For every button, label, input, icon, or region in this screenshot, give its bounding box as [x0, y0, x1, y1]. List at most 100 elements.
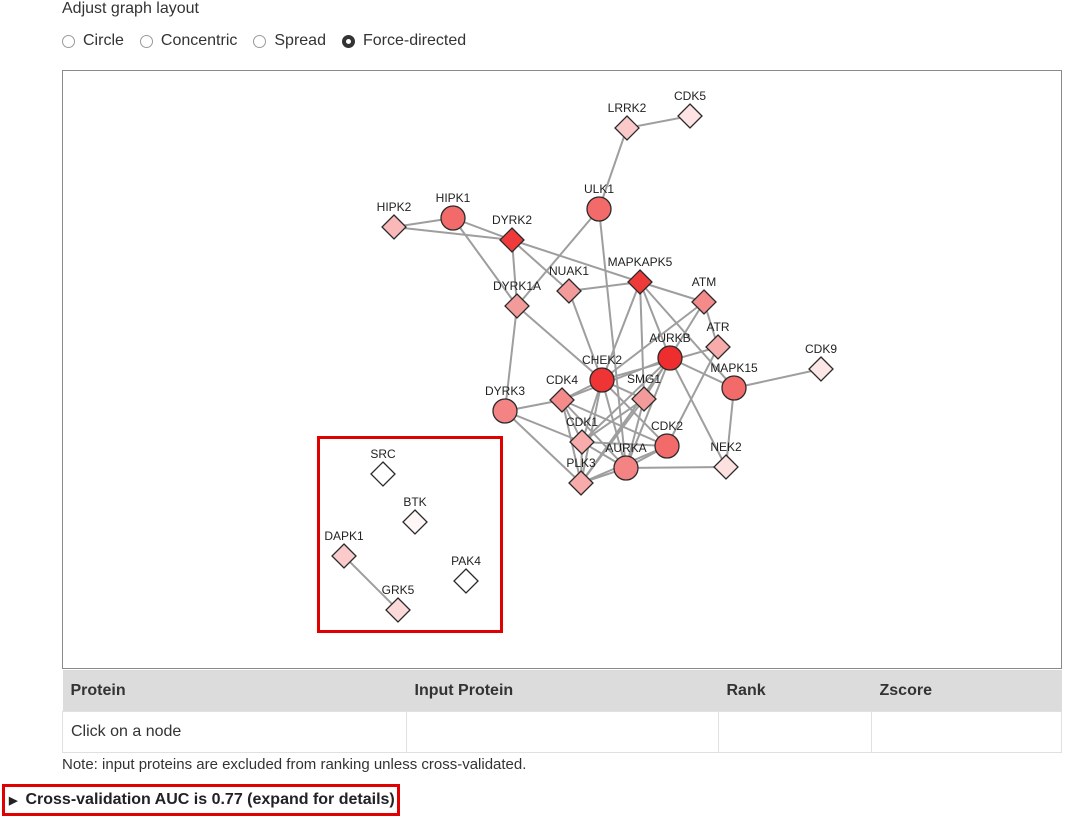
- radio-label: Spread: [274, 32, 326, 49]
- graph-node-cdk2[interactable]: CDK2: [651, 419, 683, 459]
- graph-node-btk[interactable]: BTK: [402, 495, 428, 535]
- graph-node-pak4[interactable]: PAK4: [451, 554, 481, 594]
- graph-node-atm[interactable]: ATM: [691, 275, 717, 315]
- expand-triangle-icon[interactable]: ▶: [9, 794, 18, 807]
- radio-icon[interactable]: [253, 34, 267, 48]
- graph-edge-smg1-cdk1: [581, 398, 645, 443]
- column-header-input-protein: Input Protein: [406, 670, 719, 712]
- graph-node-shape[interactable]: [549, 387, 575, 413]
- graph-node-shape[interactable]: [614, 115, 640, 141]
- graph-node-mapkapk5[interactable]: MAPKAPK5: [608, 255, 673, 295]
- graph-node-label: LRRK2: [608, 101, 647, 115]
- radio-label: Force-directed: [362, 32, 467, 49]
- graph-node-label: CDK2: [651, 419, 683, 433]
- graph-node-dyrk1a[interactable]: DYRK1A: [493, 279, 541, 319]
- graph-edge-mapkapk5-smg1: [639, 281, 645, 400]
- graph-edge-hipk2-dyrk2: [393, 226, 513, 241]
- graph-edge-dyrk1a-chek2: [516, 305, 603, 381]
- graph-node-label: PLK3: [566, 456, 596, 470]
- graph-node-shape[interactable]: [691, 289, 717, 315]
- graph-node-shape[interactable]: [504, 293, 530, 319]
- network-graph-canvas[interactable]: CDK5 LRRK2 HIPK2 HIPK1 ULK1 DYRK2 NUAK1 MAPKAPK…: [63, 71, 1061, 668]
- graph-node-shape[interactable]: [586, 196, 612, 222]
- graph-node-shape[interactable]: [556, 278, 582, 304]
- layout-option-concentric[interactable]: Concentric: [139, 32, 237, 50]
- layout-option-spread[interactable]: Spread: [253, 32, 326, 50]
- graph-edge-mapkapk5-aurkb: [639, 281, 671, 359]
- cross-validation-summary[interactable]: ▶ Cross-validation AUC is 0.77 (expand f…: [2, 784, 400, 816]
- graph-edge-nuak1-chek2: [568, 290, 603, 381]
- graph-node-cdk1[interactable]: CDK1: [566, 415, 598, 455]
- graph-node-atr[interactable]: ATR: [705, 320, 731, 360]
- graph-node-shape[interactable]: [402, 509, 428, 535]
- graph-node-cdk4[interactable]: CDK4: [546, 373, 578, 413]
- graph-node-chek2[interactable]: CHEK2: [582, 353, 622, 393]
- graph-node-cdk9[interactable]: CDK9: [805, 342, 837, 382]
- graph-node-shape[interactable]: [657, 345, 683, 371]
- graph-node-shape[interactable]: [627, 269, 653, 295]
- graph-node-smg1[interactable]: SMG1: [627, 372, 661, 412]
- graph-node-shape[interactable]: [385, 597, 411, 623]
- graph-node-shape[interactable]: [568, 470, 594, 496]
- graph-node-shape[interactable]: [370, 461, 396, 487]
- graph-edge-cdk1-cdk2: [581, 441, 668, 447]
- radio-checked-icon[interactable]: [341, 34, 355, 48]
- graph-node-shape[interactable]: [705, 334, 731, 360]
- graph-node-shape[interactable]: [381, 214, 407, 240]
- graph-node-shape[interactable]: [492, 398, 518, 424]
- graph-node-mapk15[interactable]: MAPK15: [710, 361, 758, 401]
- graph-node-grk5[interactable]: GRK5: [382, 583, 415, 623]
- layout-radio-group: Circle Concentric Spread Force-directed: [62, 32, 482, 50]
- network-graph[interactable]: CDK5 LRRK2 HIPK2 HIPK1 ULK1 DYRK2 NUAK1 MAPKAPK…: [62, 70, 1062, 669]
- layout-option-force-directed[interactable]: Force-directed: [341, 32, 467, 50]
- graph-node-shape[interactable]: [713, 454, 739, 480]
- node-details-table: Protein Input Protein Rank Zscore Click …: [62, 670, 1062, 753]
- graph-node-label: DYRK2: [492, 213, 532, 227]
- graph-node-label: CHEK2: [582, 353, 622, 367]
- graph-node-lrrk2[interactable]: LRRK2: [608, 101, 647, 141]
- graph-node-label: ULK1: [584, 182, 614, 196]
- layout-title: Adjust graph layout: [62, 0, 199, 17]
- layout-option-circle[interactable]: Circle: [62, 32, 124, 50]
- disconnected-nodes-highlight: [317, 436, 503, 633]
- graph-node-shape[interactable]: [808, 356, 834, 382]
- graph-node-shape[interactable]: [613, 455, 639, 481]
- graph-edge-mapk15-nek2: [725, 387, 735, 468]
- graph-node-ulk1[interactable]: ULK1: [584, 182, 614, 222]
- graph-node-label: CDK9: [805, 342, 837, 356]
- graph-node-src[interactable]: SRC: [370, 447, 396, 487]
- graph-node-shape[interactable]: [677, 103, 703, 129]
- graph-node-hipk2[interactable]: HIPK2: [377, 200, 412, 240]
- graph-node-aurkb[interactable]: AURKB: [649, 331, 691, 371]
- graph-edge-aurkb-cdk1: [581, 357, 671, 443]
- graph-node-shape[interactable]: [453, 568, 479, 594]
- graph-node-plk3[interactable]: PLK3: [566, 456, 596, 496]
- graph-node-dyrk2[interactable]: DYRK2: [492, 213, 532, 253]
- graph-node-shape[interactable]: [499, 227, 525, 253]
- graph-node-shape[interactable]: [721, 375, 747, 401]
- graph-node-cdk5[interactable]: CDK5: [674, 89, 706, 129]
- graph-node-shape[interactable]: [440, 205, 466, 231]
- graph-node-hipk1[interactable]: HIPK1: [436, 191, 471, 231]
- graph-node-label: DYRK3: [485, 384, 525, 398]
- graph-edge-aurkb-cdk4: [561, 357, 671, 401]
- graph-node-nuak1[interactable]: NUAK1: [549, 264, 589, 304]
- graph-node-nek2[interactable]: NEK2: [710, 440, 742, 480]
- graph-node-shape[interactable]: [589, 367, 615, 393]
- graph-edge-dyrk2-mapkapk5: [511, 239, 641, 283]
- graph-edge-lrrk2-ulk1: [598, 127, 628, 210]
- graph-node-dapk1[interactable]: DAPK1: [324, 529, 364, 569]
- graph-node-dyrk3[interactable]: DYRK3: [485, 384, 525, 424]
- radio-icon[interactable]: [62, 34, 75, 48]
- table-header-row: Protein Input Protein Rank Zscore: [62, 670, 1062, 712]
- column-header-zscore: Zscore: [871, 670, 1062, 712]
- graph-node-shape[interactable]: [331, 543, 357, 569]
- graph-edge-mapkapk5-mapk15: [639, 281, 735, 389]
- graph-edge-atm-chek2: [601, 301, 705, 381]
- table-cell-input-protein: [406, 711, 719, 753]
- graph-node-shape[interactable]: [631, 386, 657, 412]
- graph-node-shape[interactable]: [654, 433, 680, 459]
- graph-node-shape[interactable]: [569, 429, 595, 455]
- graph-node-aurka[interactable]: AURKA: [605, 441, 647, 481]
- radio-icon[interactable]: [139, 34, 153, 48]
